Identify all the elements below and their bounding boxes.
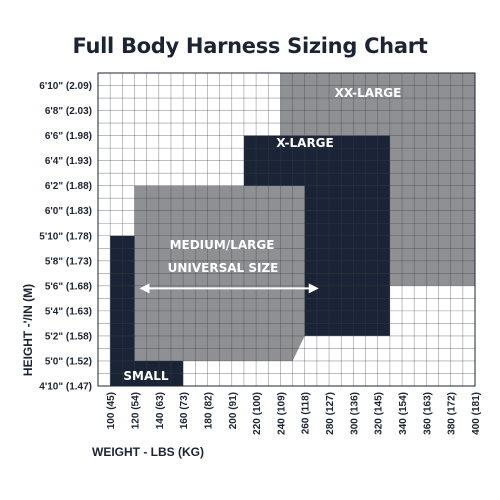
y-tick-label: 5'0" (1.52) [45, 356, 92, 367]
y-tick-label: 5'10" (1.78) [39, 231, 92, 242]
plot-frame [97, 72, 476, 387]
x-tick-label: 280 (127) [325, 392, 336, 435]
y-tick-label: 6'8" (2.03) [45, 106, 92, 117]
universal-size-arrow [139, 283, 319, 294]
x-tick-label: 240 (109) [276, 392, 287, 435]
x-tick-label: 100 (45) [106, 392, 117, 429]
x-tick-label: 180 (82) [203, 392, 214, 429]
x-tick-label: 160 (73) [179, 392, 190, 429]
arrow-head-left [139, 283, 150, 294]
y-tick-label: 5'4" (1.63) [45, 306, 92, 317]
x-tick-label: 120 (54) [130, 392, 141, 429]
y-axis-ticks: 4'10" (1.47) 5'0" (1.52) 5'2" (1.58) 5'4" (… [39, 81, 92, 392]
x-tick-label: 300 (136) [349, 392, 360, 435]
y-tick-label: 5'6" (1.68) [45, 281, 92, 292]
y-tick-label: 6'10" (2.09) [39, 81, 92, 92]
x-axis-label: WEIGHT - LBS (KG) [92, 445, 204, 459]
x-tick-label: 320 (145) [374, 392, 385, 435]
x-tick-label: 400 (181) [471, 392, 482, 435]
zone-label-medium-large: MEDIUM/LARGE [170, 238, 275, 252]
chart-grid [97, 72, 476, 387]
zone-label-xx-large: XX-LARGE [335, 86, 402, 100]
y-tick-label: 6'6" (1.98) [45, 131, 92, 142]
y-tick-label: 6'4" (1.93) [45, 156, 92, 167]
x-tick-label: 260 (118) [301, 392, 312, 434]
y-axis-label: HEIGHT -'/IN (M) [21, 284, 35, 376]
x-tick-label: 220 (100) [252, 392, 263, 435]
x-tick-label: 360 (163) [422, 392, 433, 435]
chart-title: Full Body Harness Sizing Chart [72, 34, 428, 58]
x-tick-label: 340 (154) [398, 392, 409, 435]
x-axis-ticks: 100 (45) 120 (54) 140 (63) 160 (73) 180 (82)… [106, 392, 482, 435]
y-tick-label: 5'2" (1.58) [45, 331, 92, 342]
y-tick-label: 5'8" (1.73) [45, 256, 92, 267]
zone-label-universal-size: UNIVERSAL SIZE [168, 261, 279, 275]
zone-label-small: SMALL [123, 369, 169, 383]
x-tick-label: 200 (91) [228, 392, 239, 429]
y-tick-label: 4'10" (1.47) [39, 382, 92, 393]
x-tick-label: 140 (63) [155, 392, 166, 429]
zone-labels: XX-LARGE X-LARGE MEDIUM/LARGE UNIVERSAL SIZ… [123, 86, 401, 383]
y-tick-label: 6'2" (1.88) [45, 181, 92, 192]
zone-label-x-large: X-LARGE [276, 136, 333, 150]
arrow-head-right [308, 283, 319, 294]
x-tick-label: 380 (172) [447, 392, 458, 435]
y-tick-label: 6'0" (1.83) [45, 206, 92, 217]
